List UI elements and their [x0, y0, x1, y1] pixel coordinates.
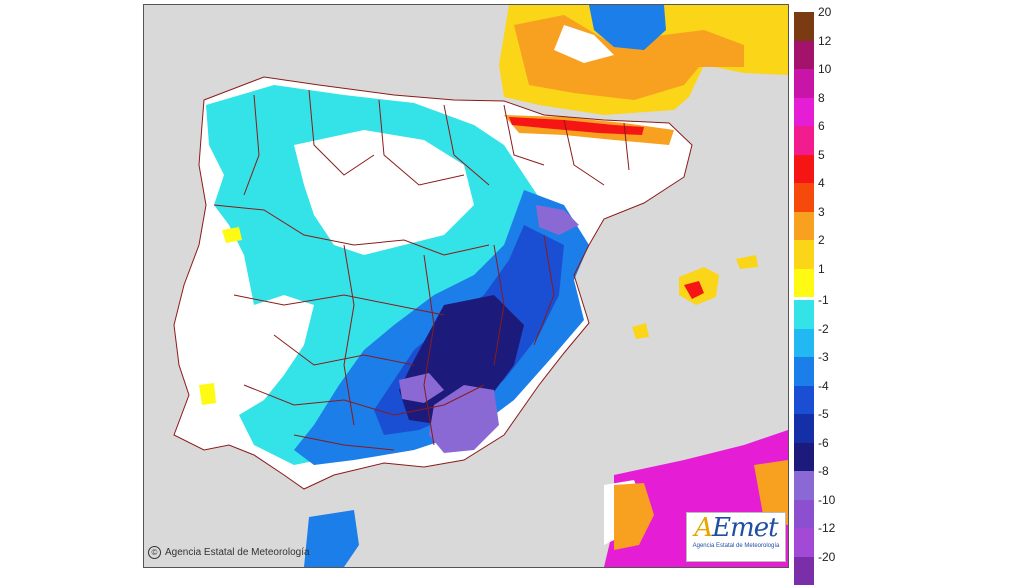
legend-negative-label: -12: [818, 522, 835, 534]
legend-negative-label: -3: [818, 351, 829, 363]
legend-negative-label: -1: [818, 294, 829, 306]
legend-negative-label: -6: [818, 437, 829, 449]
aemet-logo-subtitle: Agencia Estatal de Meteorología: [687, 543, 785, 549]
temperature-anomaly-map: [143, 4, 789, 568]
legend-positive-label: 12: [818, 35, 831, 47]
legend-positive-label: 10: [818, 63, 831, 75]
legend-positive-swatch: [794, 98, 814, 127]
legend-negative-swatch: [794, 357, 814, 386]
legend-positive-swatch: [794, 69, 814, 98]
aemet-logo: AEmet Agencia Estatal de Meteorología: [686, 512, 786, 562]
credit-text: Agencia Estatal de Meteorología: [165, 547, 310, 558]
legend-positive-label: 2: [818, 234, 825, 246]
legend-positive-label: 20: [818, 6, 831, 18]
legend-positive-swatch: [794, 240, 814, 269]
legend-negative-label: -4: [818, 380, 829, 392]
legend-negative-swatch: [794, 528, 814, 557]
legend-negative-swatch: [794, 500, 814, 529]
southwest-yellow-patch: [199, 383, 216, 405]
legend-positive-swatch: [794, 41, 814, 70]
legend-positive-swatch: [794, 155, 814, 184]
legend-positive-swatch: [794, 12, 814, 41]
legend-positive-swatch: [794, 212, 814, 241]
ibiza-island: [632, 323, 649, 339]
legend-positive-label: 3: [818, 206, 825, 218]
legend-negative-swatch: [794, 386, 814, 415]
copyright-icon: ©: [148, 546, 161, 559]
legend-negative-label: -8: [818, 465, 829, 477]
legend-positive-swatch: [794, 269, 814, 298]
legend-negative-label: -20: [818, 551, 835, 563]
legend-positive-label: 8: [818, 92, 825, 104]
legend-negative-swatch: [794, 300, 814, 329]
map-canvas: [144, 5, 788, 567]
legend-negative-swatch: [794, 471, 814, 500]
legend-negative-label: -5: [818, 408, 829, 420]
legend-positive-swatch: [794, 126, 814, 155]
legend-positive-label: 4: [818, 177, 825, 189]
morocco-north-blue: [304, 510, 359, 567]
menorca-island: [736, 255, 758, 269]
legend-negative-swatch: [794, 414, 814, 443]
aemet-logo-mark: AEmet: [687, 513, 785, 543]
legend-negative-label: -2: [818, 323, 829, 335]
legend-negative-label: -10: [818, 494, 835, 506]
legend-negative-swatch: [794, 329, 814, 358]
legend-positive-swatch: [794, 183, 814, 212]
legend-positive-label: 6: [818, 120, 825, 132]
legend-positive-label: 5: [818, 149, 825, 161]
copyright-credit: © Agencia Estatal de Meteorología: [148, 546, 310, 559]
legend-positive-label: 1: [818, 263, 825, 275]
legend-negative-swatch: [794, 557, 814, 585]
legend-negative-swatch: [794, 443, 814, 472]
